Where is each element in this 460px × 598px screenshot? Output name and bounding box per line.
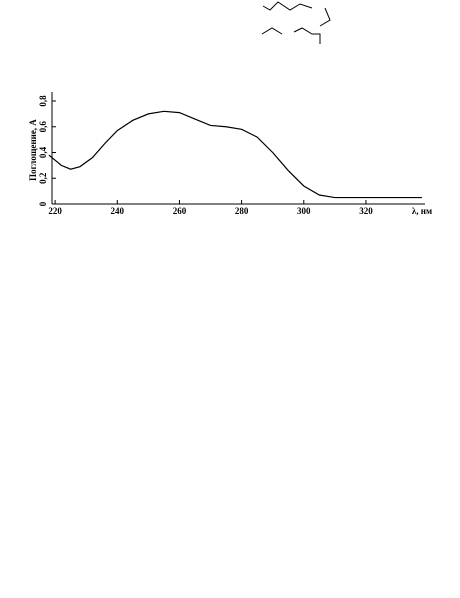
y-tick-label: 0,6	[38, 121, 48, 133]
y-tick-label: 0,8	[38, 95, 48, 107]
x-tick-label: 300	[297, 206, 311, 216]
x-axis-label: λ, нм	[412, 206, 432, 216]
bond-line	[319, 7, 331, 27]
bond-line	[293, 27, 321, 44]
bond-line	[261, 27, 283, 35]
bond-line	[262, 1, 313, 11]
y-tick-label: 0,4	[38, 146, 48, 158]
y-axis-label: Поглощение, A	[28, 119, 38, 181]
x-tick-label: 240	[111, 206, 125, 216]
x-tick-label: 320	[359, 206, 373, 216]
y-tick-label: 0	[38, 201, 48, 206]
spectrum-line	[48, 110, 422, 199]
y-tick-label: 0,2	[38, 172, 48, 184]
x-tick-label: 260	[173, 206, 187, 216]
x-tick-label: 220	[48, 206, 62, 216]
structure-fragment	[261, 1, 331, 44]
x-tick-label: 280	[235, 206, 249, 216]
